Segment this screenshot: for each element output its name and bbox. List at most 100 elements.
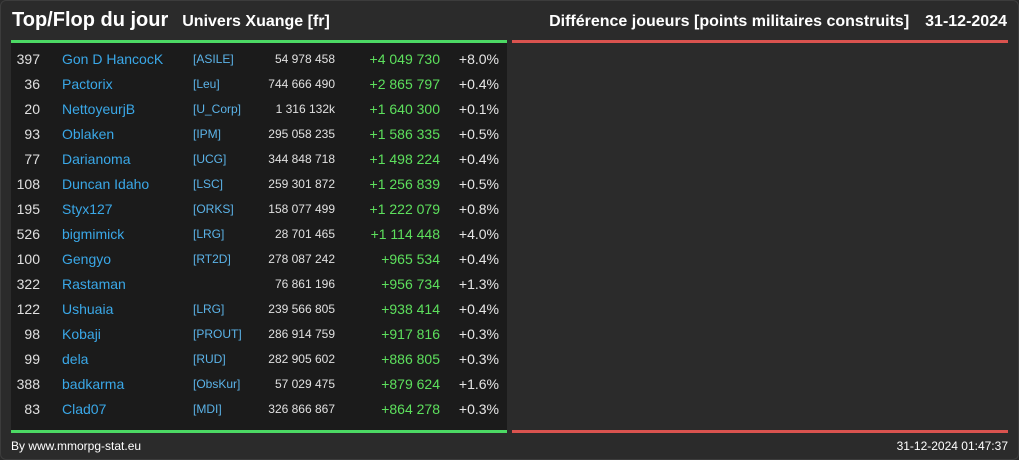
player-diff: +956 734 — [381, 276, 440, 292]
player-points: 286 914 759 — [268, 327, 335, 341]
top-accent-bar — [11, 40, 507, 43]
footer-credit: By www.mmorpg-stat.eu — [11, 439, 142, 453]
player-alliance-link[interactable]: [LRG] — [193, 302, 225, 316]
player-name-link[interactable]: Oblaken — [62, 126, 115, 142]
player-points: 344 848 718 — [268, 152, 335, 166]
player-pct: +0.4% — [458, 76, 499, 92]
player-points: 278 087 242 — [268, 252, 335, 266]
player-pct: +0.1% — [458, 101, 499, 117]
metric-label: Différence joueurs [points militaires co… — [549, 13, 910, 30]
player-name-link[interactable]: Duncan Idaho — [62, 176, 150, 192]
player-alliance-link[interactable]: [LRG] — [193, 227, 225, 241]
player-name-link[interactable]: Gengyo — [62, 251, 112, 267]
player-pct: +0.5% — [458, 176, 499, 192]
table-row: 195 Styx127 [ORKS] 158 077 499 +1 222 079 +0.… — [11, 197, 507, 222]
player-rank: 100 — [16, 251, 40, 267]
table-row: 388 badkarma [ObsKur] 57 029 475 +879 624 +1.… — [11, 372, 507, 397]
player-alliance-link[interactable]: [ObsKur] — [193, 377, 241, 391]
player-pct: +0.4% — [458, 251, 499, 267]
player-rank: 195 — [16, 201, 40, 217]
player-diff: +886 805 — [381, 351, 440, 367]
player-name-link[interactable]: Rastaman — [62, 276, 126, 292]
player-diff: +1 114 448 — [370, 226, 440, 242]
table-row: 99 dela [RUD] 282 905 602 +886 805 +0.3% — [11, 347, 507, 372]
top-accent-bar-bottom — [11, 430, 507, 433]
player-pct: +0.3% — [458, 326, 499, 342]
player-rank: 526 — [16, 226, 40, 242]
table-row: 322 Rastaman 76 861 196 +956 734 +1.3% — [11, 272, 507, 297]
player-alliance-link[interactable]: [RT2D] — [193, 252, 231, 266]
table-row: 83 Clad07 [MDI] 326 866 867 +864 278 +0.3% — [11, 397, 507, 422]
player-rank: 108 — [16, 176, 40, 192]
page-title: Top/Flop du jour — [12, 9, 169, 31]
player-name-link[interactable]: Clad07 — [62, 401, 107, 417]
player-diff: +1 498 224 — [369, 151, 440, 167]
player-rank: 20 — [24, 101, 40, 117]
player-rank: 98 — [24, 326, 40, 342]
table-row: 98 Kobaji [PROUT] 286 914 759 +917 816 +0.3% — [11, 322, 507, 347]
player-points: 744 666 490 — [268, 77, 335, 91]
player-alliance-link[interactable]: [U_Corp] — [193, 102, 242, 116]
player-diff: +864 278 — [381, 401, 440, 417]
player-alliance-link[interactable]: [Leu] — [193, 77, 220, 91]
player-name-link[interactable]: NettoyeurjB — [62, 101, 136, 117]
top-players-panel: 397 Gon D HancocK [ASILE] 54 978 458 +4 049 … — [11, 43, 507, 430]
player-rank: 322 — [16, 276, 40, 292]
player-name-link[interactable]: Pactorix — [62, 76, 113, 92]
player-diff: +1 256 839 — [369, 176, 440, 192]
player-name-link[interactable]: dela — [62, 351, 89, 367]
player-alliance-link[interactable]: [MDI] — [193, 402, 222, 416]
player-points: 158 077 499 — [268, 202, 335, 216]
flop-accent-bar-bottom — [512, 430, 1008, 433]
player-diff: +1 586 335 — [369, 126, 440, 142]
player-name-link[interactable]: Darianoma — [62, 151, 131, 167]
player-name-link[interactable]: Styx127 — [62, 201, 113, 217]
player-alliance-link[interactable]: [IPM] — [193, 127, 222, 141]
player-alliance-link[interactable]: [RUD] — [193, 352, 226, 366]
player-rank: 77 — [24, 151, 40, 167]
player-points: 54 978 458 — [274, 52, 335, 66]
player-diff: +2 865 797 — [369, 76, 440, 92]
player-points: 282 905 602 — [268, 352, 335, 366]
player-pct: +0.4% — [458, 151, 499, 167]
player-points: 28 701 465 — [274, 227, 335, 241]
player-rank: 397 — [16, 51, 40, 67]
player-alliance-link[interactable]: [PROUT] — [193, 327, 242, 341]
table-row: 122 Ushuaia [LRG] 239 566 805 +938 414 +0.4% — [11, 297, 507, 322]
player-points: 259 301 872 — [268, 177, 335, 191]
player-pct: +0.4% — [458, 301, 499, 317]
flop-accent-bar — [512, 40, 1008, 43]
player-diff: +879 624 — [381, 376, 440, 392]
player-rank: 99 — [24, 351, 40, 367]
table-row: 100 Gengyo [RT2D] 278 087 242 +965 534 +0.4% — [11, 247, 507, 272]
player-points: 76 861 196 — [274, 277, 335, 291]
table-row: 108 Duncan Idaho [LSC] 259 301 872 +1 256 83… — [11, 172, 507, 197]
header: Top/Flop du jour Univers Xuange [fr] Dif… — [12, 9, 1007, 35]
player-alliance-link[interactable]: [ASILE] — [193, 52, 234, 66]
player-diff: +965 534 — [381, 251, 440, 267]
table-row: 36 Pactorix [Leu] 744 666 490 +2 865 797 +0.4… — [11, 72, 507, 97]
universe-label: Univers Xuange [fr] — [182, 13, 330, 30]
player-name-link[interactable]: Gon D HancocK — [62, 51, 164, 67]
footer-timestamp: 31-12-2024 01:47:37 — [896, 439, 1008, 453]
player-points: 57 029 475 — [274, 377, 335, 391]
player-alliance-link[interactable]: [ORKS] — [193, 202, 234, 216]
player-pct: +1.3% — [458, 276, 499, 292]
player-name-link[interactable]: bigmimick — [62, 226, 125, 242]
player-alliance-link[interactable]: [LSC] — [193, 177, 224, 191]
player-name-link[interactable]: badkarma — [62, 376, 125, 392]
player-name-link[interactable]: Ushuaia — [62, 301, 114, 317]
player-rank: 122 — [16, 301, 40, 317]
player-pct: +4.0% — [458, 226, 499, 242]
table-row: 77 Darianoma [UCG] 344 848 718 +1 498 224 +0.… — [11, 147, 507, 172]
table-row: 397 Gon D HancocK [ASILE] 54 978 458 +4 049 … — [11, 47, 507, 72]
player-diff: +938 414 — [381, 301, 440, 317]
table-row: 526 bigmimick [LRG] 28 701 465 +1 114 448 +4.… — [11, 222, 507, 247]
player-points: 326 866 867 — [268, 402, 335, 416]
player-name-link[interactable]: Kobaji — [62, 326, 101, 342]
player-rank: 83 — [24, 401, 40, 417]
player-pct: +0.5% — [458, 126, 499, 142]
player-alliance-link[interactable]: [UCG] — [193, 152, 227, 166]
player-pct: +0.3% — [458, 351, 499, 367]
player-points: 1 316 132k — [275, 102, 335, 116]
